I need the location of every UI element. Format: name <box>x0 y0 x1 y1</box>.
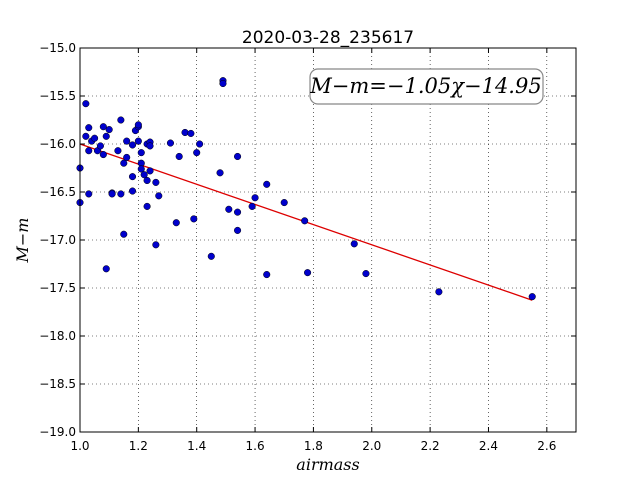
data-point <box>528 293 536 301</box>
data-point <box>248 202 256 210</box>
x-tick-label: 1.0 <box>70 439 89 453</box>
data-point <box>82 132 90 140</box>
data-point <box>234 208 242 216</box>
data-point <box>219 79 227 88</box>
y-tick-label: −18.5 <box>39 377 76 391</box>
data-point <box>85 124 93 132</box>
data-point <box>114 147 122 155</box>
y-tick-label: −18.0 <box>39 329 76 343</box>
data-point <box>99 123 107 131</box>
x-tick-labels: 1.0 1.2 1.4 1.6 1.8 2.0 2.2 2.4 2.6 <box>70 439 556 453</box>
y-axis-label: M−m <box>13 218 32 264</box>
data-point <box>134 121 142 129</box>
data-point <box>234 226 242 234</box>
x-tick-label: 1.4 <box>187 439 206 453</box>
data-point <box>143 176 151 185</box>
data-point <box>82 100 90 108</box>
data-point <box>216 169 224 177</box>
fit-equation-label: M−m=−1.05χ−14.95 <box>309 74 541 98</box>
fit-equation-box: M−m=−1.05χ−14.95 <box>309 68 544 105</box>
x-tick-label: 2.0 <box>362 439 381 453</box>
data-point <box>123 137 131 145</box>
data-point <box>181 128 189 137</box>
data-point <box>137 149 145 157</box>
data-point <box>152 241 160 249</box>
data-point <box>102 265 110 273</box>
data-point <box>99 151 107 159</box>
data-point <box>152 178 160 186</box>
data-point <box>207 252 215 260</box>
chart-title: 2020-03-28_235617 <box>242 28 414 48</box>
data-point <box>120 230 128 238</box>
x-tick-label: 2.4 <box>479 439 498 453</box>
data-point <box>117 190 125 198</box>
data-point <box>128 173 137 181</box>
data-point <box>128 187 137 195</box>
data-point <box>225 205 233 213</box>
data-point <box>117 116 125 124</box>
data-point <box>190 215 198 223</box>
data-point <box>175 152 183 161</box>
y-tick-label: −15.0 <box>39 41 76 55</box>
data-point <box>143 202 151 210</box>
data-point <box>234 152 242 161</box>
data-point <box>362 270 370 278</box>
data-point <box>193 149 201 157</box>
x-axis-label: airmass <box>296 455 359 474</box>
data-point <box>134 137 142 145</box>
data-point <box>196 140 204 148</box>
data-point <box>172 219 180 227</box>
y-tick-labels: −15.0 −15.5 −16.0 −16.5 −17.0 −17.5 −18.0 −18.5… <box>39 41 76 439</box>
data-point <box>85 190 93 198</box>
grid <box>79 47 576 433</box>
data-point <box>85 147 93 155</box>
ticks <box>79 47 576 433</box>
data-point <box>155 192 163 200</box>
x-tick-label: 1.2 <box>129 439 148 453</box>
x-tick-label: 1.8 <box>304 439 323 453</box>
data-point <box>137 165 145 173</box>
data-point <box>187 129 195 137</box>
y-tick-label: −17.5 <box>39 281 76 295</box>
data-point <box>102 132 110 140</box>
data-point <box>120 159 128 167</box>
data-point <box>301 217 309 225</box>
data-point <box>280 199 288 207</box>
data-point <box>108 190 116 198</box>
data-point <box>128 141 137 149</box>
data-point <box>105 126 113 134</box>
x-tick-label: 2.6 <box>537 439 556 453</box>
data-point <box>123 153 131 161</box>
data-point <box>304 269 312 277</box>
data-point <box>263 271 271 279</box>
x-tick-label: 1.6 <box>246 439 265 453</box>
data-point <box>435 288 443 296</box>
data-point <box>251 194 259 202</box>
y-tick-label: −15.5 <box>39 89 76 103</box>
data-point <box>350 240 358 248</box>
data-point <box>96 142 104 150</box>
y-tick-label: −19.0 <box>39 425 76 439</box>
y-tick-label: −17.0 <box>39 233 76 247</box>
data-point <box>146 167 154 175</box>
data-points <box>76 77 536 301</box>
data-point <box>91 134 99 142</box>
y-tick-label: −16.0 <box>39 137 76 151</box>
data-point <box>166 139 174 147</box>
fit-equation-frame <box>309 68 544 105</box>
data-point <box>140 171 148 179</box>
y-tick-label: −16.5 <box>39 185 76 199</box>
data-point <box>146 142 154 150</box>
x-tick-label: 2.2 <box>421 439 440 453</box>
data-point <box>263 180 271 188</box>
